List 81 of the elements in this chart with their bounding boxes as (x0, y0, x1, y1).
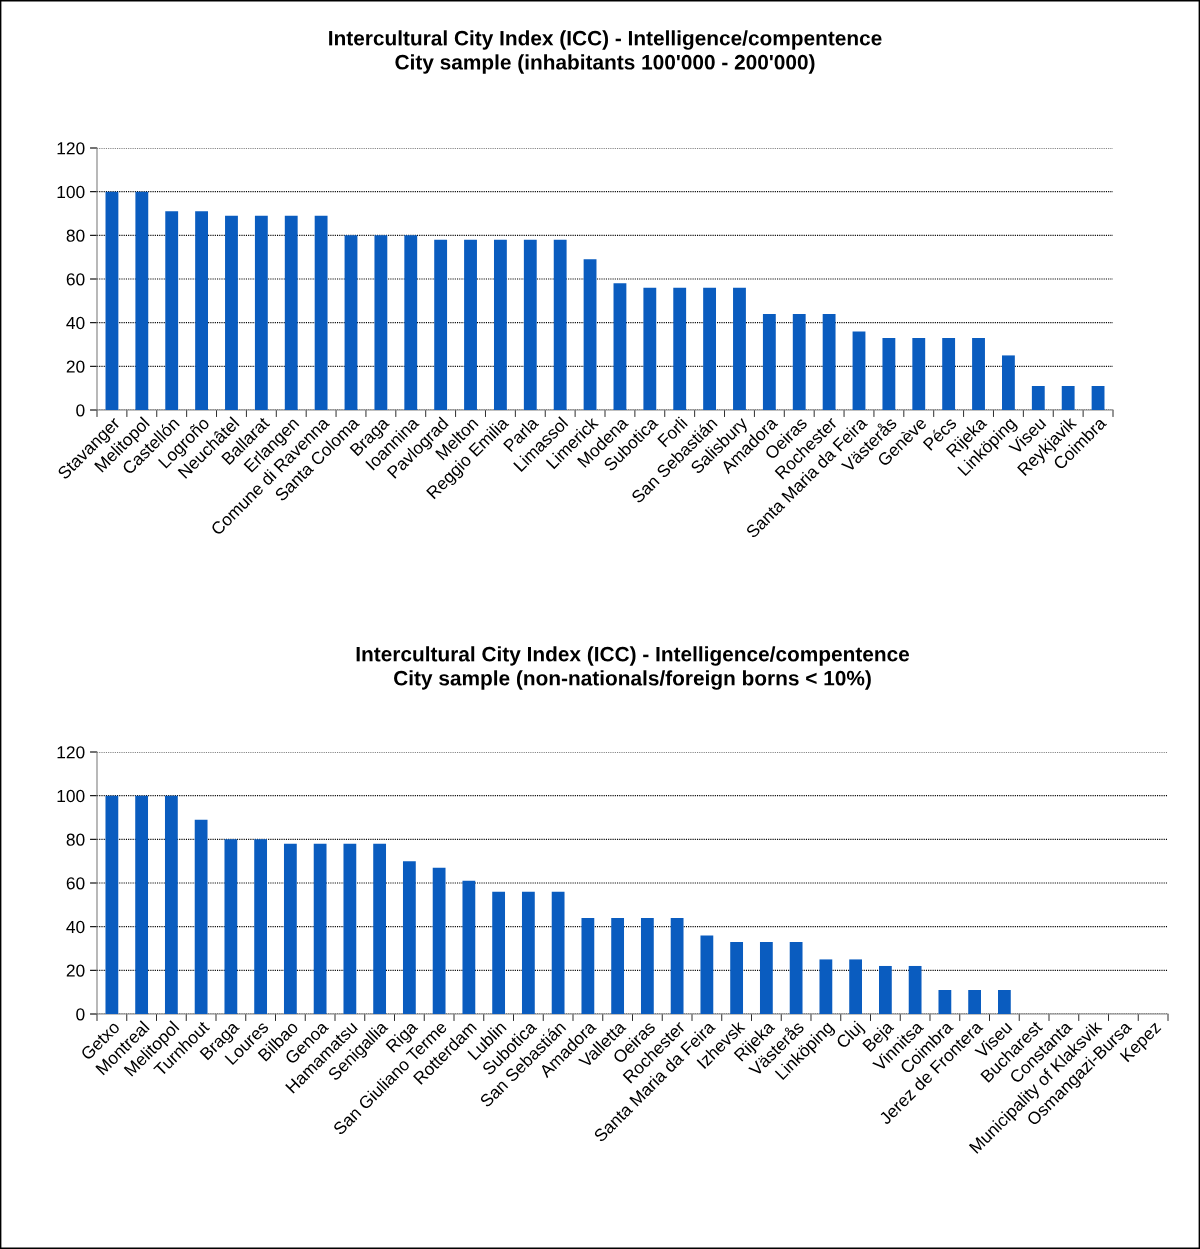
bar (730, 941, 744, 1014)
bar (493, 239, 507, 410)
bar (762, 313, 776, 410)
y-tick-label: 20 (66, 360, 85, 373)
bar (135, 795, 149, 1014)
bar (703, 287, 717, 410)
y-tick-label: 80 (66, 229, 85, 242)
y-tick-label: 20 (66, 964, 85, 977)
bar (878, 965, 892, 1014)
bar (968, 989, 982, 1014)
y-tick-label: 60 (66, 877, 85, 890)
bar (643, 287, 657, 410)
y-tick-label: 100 (57, 789, 85, 803)
bar (165, 211, 179, 410)
bar (997, 989, 1011, 1014)
bar (852, 331, 866, 410)
chart-title: Intercultural City Index (ICC) - Intelligence/compentence City sample (non-nationals/foreign borns < 10%) (356, 646, 910, 690)
bar (611, 917, 625, 1014)
bar (492, 891, 506, 1014)
bar (164, 795, 178, 1014)
y-tick-label: 0 (76, 1008, 85, 1021)
y-tick-label: 100 (57, 185, 85, 199)
bar (673, 287, 687, 410)
bar (640, 917, 654, 1014)
bar (1061, 385, 1075, 410)
bar (314, 215, 328, 410)
y-tick-label: 0 (76, 404, 85, 417)
bar (195, 211, 209, 410)
bar (464, 239, 477, 410)
bar (462, 880, 476, 1014)
bar (942, 337, 956, 410)
bar (404, 235, 418, 410)
bar (849, 959, 863, 1014)
bar (283, 843, 297, 1014)
bar (700, 935, 714, 1014)
bar (523, 239, 537, 410)
bar (284, 215, 298, 410)
bar (224, 839, 238, 1014)
bar (759, 941, 773, 1014)
bar (912, 337, 926, 410)
bar (882, 337, 896, 410)
bar (254, 215, 268, 410)
y-tick-label: 60 (66, 273, 85, 286)
y-tick-label: 120 (57, 142, 85, 155)
bar (373, 843, 387, 1014)
bar (670, 917, 684, 1014)
bar (105, 191, 119, 410)
bar (521, 891, 535, 1014)
bar (402, 861, 416, 1014)
bar (972, 337, 985, 410)
bar (938, 989, 952, 1014)
y-tick-label: 40 (66, 920, 85, 934)
bar (792, 313, 806, 410)
bar (194, 819, 208, 1014)
bar (553, 239, 567, 410)
y-tick-label: 40 (66, 316, 85, 330)
bar (789, 941, 803, 1014)
bar (254, 839, 268, 1014)
bar (908, 965, 922, 1014)
bar (344, 235, 358, 410)
bar (551, 891, 565, 1014)
bar (1001, 355, 1015, 410)
bar (135, 191, 149, 410)
bar (819, 959, 833, 1014)
bar (225, 215, 238, 410)
bar (1091, 385, 1105, 410)
bar (822, 313, 836, 410)
chart-title: Intercultural City Index (ICC) - Intelligence/compentence City sample (inhabitants 100'000 - 200'000) (329, 30, 882, 74)
bar (583, 259, 597, 410)
bar (374, 235, 388, 410)
bar (733, 287, 746, 410)
bar (613, 283, 627, 410)
y-tick-label: 120 (57, 746, 85, 759)
bar (1031, 385, 1045, 410)
bar (105, 795, 119, 1014)
bar (343, 843, 357, 1014)
bar (434, 239, 448, 410)
bar (313, 843, 327, 1014)
bar (581, 917, 595, 1014)
y-tick-label: 80 (66, 833, 85, 846)
bar (432, 867, 446, 1014)
